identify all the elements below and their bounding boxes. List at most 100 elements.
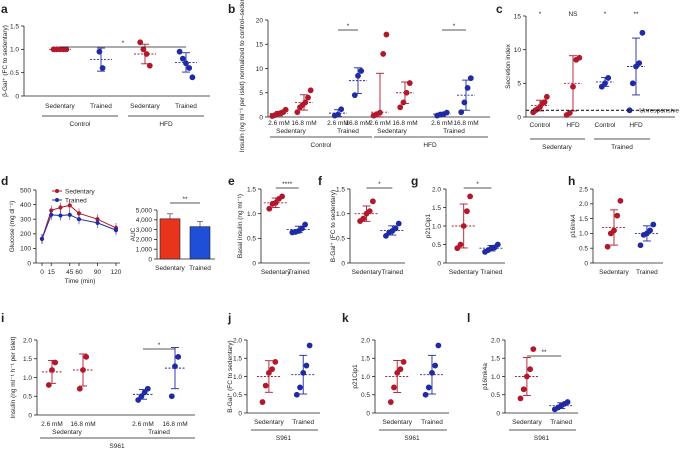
x-tick-label: Trained — [636, 269, 658, 276]
y-tick-label: 200 — [20, 231, 31, 238]
y-tick-label: 10 — [514, 47, 522, 54]
data-point — [391, 384, 397, 391]
data-point — [650, 221, 657, 228]
data-point — [406, 80, 413, 86]
significance-annotation: * — [539, 11, 542, 18]
x-tick-label: Control — [530, 122, 552, 129]
significance-star: * — [158, 342, 161, 349]
data-point — [400, 99, 407, 106]
significance-star: * — [347, 23, 350, 30]
subgroup-label: Sedentary — [377, 128, 407, 135]
x-tick-label: Trained — [90, 103, 112, 110]
y-tick-label: 0.5 — [491, 392, 500, 399]
data-point — [380, 51, 387, 57]
x-tick-label: 60 — [75, 269, 83, 276]
panel-label-e: e — [228, 174, 235, 188]
y-tick-label: 0 — [28, 412, 32, 419]
y-tick-label: 0 — [27, 260, 31, 267]
data-point — [140, 46, 147, 53]
x-tick-label: Sedentary — [155, 265, 185, 272]
y-tick-label: 300 — [20, 217, 31, 224]
y-axis-label: β-Gal⁺ (FC to sedentary) — [2, 25, 9, 97]
x-tick-label: Sedentary — [382, 419, 412, 426]
y-tick-label: 2.0 — [361, 337, 370, 344]
y-tick-label: 20 — [256, 17, 264, 24]
data-point — [262, 382, 269, 389]
y-tick-label: 0 — [341, 260, 345, 267]
data-point — [269, 366, 275, 373]
y-axis-label: Insulin (ng ml⁻¹ per islet) normalized t… — [239, 0, 246, 152]
x-tick-label: Trained — [550, 419, 572, 426]
y-tick-label: 0.5 — [23, 394, 32, 401]
group-label: Control — [70, 121, 92, 128]
x-tick-label: Trained — [421, 419, 443, 426]
y-axis-label: Glucose (mg dl⁻¹) — [9, 201, 16, 252]
data-point — [63, 46, 70, 53]
y-tick-label: 1.0 — [247, 211, 256, 218]
data-point — [383, 31, 390, 38]
data-point — [335, 111, 341, 118]
x-tick-label: 2.6 mM — [431, 120, 453, 127]
panel-label-h: h — [568, 174, 575, 188]
subgroup-label: Trained — [148, 429, 170, 436]
data-point — [58, 205, 63, 210]
y-tick-label: 3,000 — [136, 227, 153, 234]
y-tick-label: 1.0 — [491, 374, 500, 381]
x-tick-label: 16.8 mM — [453, 120, 478, 127]
data-point — [137, 39, 144, 46]
y-axis-label: p16Ink4a — [482, 363, 489, 390]
y-tick-label: 500 — [20, 187, 31, 194]
y-tick-label: 0 — [437, 260, 441, 267]
panel-label-l: l — [467, 311, 470, 325]
data-point — [186, 65, 193, 71]
data-point — [629, 80, 636, 87]
y-tick-label: 1.5 — [579, 216, 588, 223]
data-point — [144, 385, 151, 392]
data-point — [604, 243, 611, 250]
data-point — [387, 399, 394, 405]
legend-marker — [55, 198, 59, 202]
data-point — [370, 198, 376, 205]
data-point — [58, 213, 63, 218]
data-point — [467, 75, 474, 82]
y-tick-label: 0 — [15, 93, 19, 100]
data-point — [76, 217, 82, 222]
panel-label-k: k — [342, 311, 349, 325]
data-point — [614, 212, 621, 219]
y-axis-label: p21Cip1 — [352, 364, 359, 389]
data-point — [76, 385, 83, 392]
data-point — [602, 80, 608, 87]
y-tick-label: 1.5 — [336, 186, 345, 193]
y-tick-label: 5 — [517, 81, 521, 88]
x-tick-label: 16.8 mM — [162, 421, 187, 428]
data-point — [358, 68, 365, 74]
y-tick-label: 2.0 — [23, 337, 32, 344]
significance-star: * — [476, 181, 479, 188]
y-tick-label: 1.0 — [432, 223, 441, 230]
x-tick-label: Trained — [292, 419, 314, 426]
subgroup-label: Sedentary — [52, 429, 82, 436]
panel-label-j: j — [227, 311, 231, 325]
data-point — [527, 366, 533, 373]
data-point — [637, 242, 644, 249]
y-tick-label: 0.5 — [432, 242, 441, 249]
y-tick-label: 1.5 — [361, 356, 370, 363]
y-tick-label: 2.0 — [233, 337, 242, 344]
group-label: S961 — [276, 435, 292, 442]
data-point — [176, 48, 183, 55]
data-point — [397, 104, 404, 111]
y-tick-label: 0 — [584, 260, 588, 267]
y-tick-label: 1.5 — [247, 186, 256, 193]
x-tick-label: HFD — [629, 122, 643, 129]
y-tick-label: 15 — [514, 13, 522, 20]
y-tick-label: 1.5 — [10, 23, 19, 30]
x-axis-label: Time (min) — [65, 278, 96, 285]
data-point — [303, 362, 310, 369]
data-point — [95, 220, 100, 225]
x-tick-label: HFD — [566, 122, 580, 129]
data-point — [172, 363, 178, 370]
data-point — [605, 75, 612, 81]
y-tick-label: 1.0 — [579, 231, 588, 238]
y-tick-label: 1.0 — [10, 47, 19, 54]
